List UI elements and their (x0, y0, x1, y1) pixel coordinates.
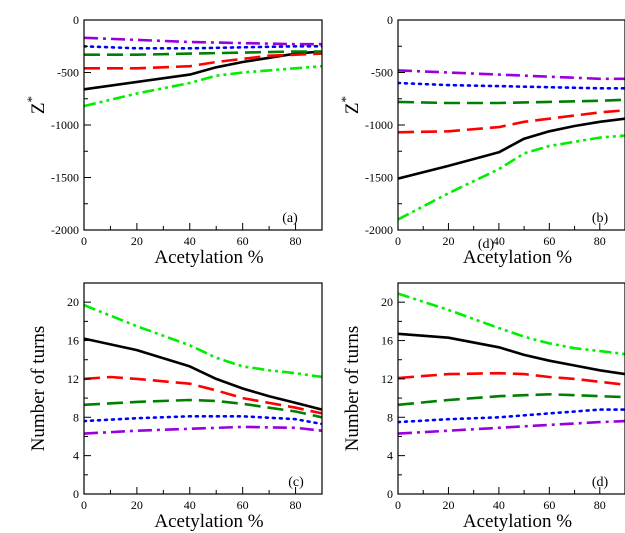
x-tick-label: 0 (81, 234, 87, 248)
series-line (84, 50, 322, 57)
y-tick-label: -1500 (365, 171, 393, 185)
series-line (398, 332, 625, 376)
series-line (84, 303, 322, 379)
x-axis-title: Acetylation % (463, 247, 572, 268)
series-line (398, 371, 625, 386)
series-line (84, 36, 322, 46)
y-axis-title: Z* (338, 96, 363, 114)
series-line (398, 134, 625, 221)
y-axis-title: Z* (24, 96, 49, 114)
x-tick-label: 20 (442, 498, 454, 512)
chart-panel: 0 20 40 60 80 0 4 8 12 16 20 Acetylation % Number of… (342, 282, 625, 532)
series-line (398, 419, 625, 435)
x-axis-title: Acetylation % (154, 511, 263, 532)
x-tick-label: 40 (493, 234, 505, 248)
series-line (84, 398, 322, 419)
series-line (398, 392, 625, 407)
y-tick-label: 20 (67, 295, 79, 309)
x-axis-title: Acetylation % (154, 247, 263, 268)
y-tick-label: 0 (73, 487, 79, 501)
chart-panel: 0 20 40 60 80 -2000 -1500 -1000 -500 0 Acetylation… (24, 13, 323, 268)
y-tick-label: 8 (73, 410, 79, 424)
x-tick-label: 20 (442, 234, 454, 248)
x-tick-label: 20 (131, 498, 143, 512)
series-line (84, 44, 322, 50)
y-tick-label: 4 (387, 449, 393, 463)
x-tick-label: 60 (237, 498, 249, 512)
x-tick-label: 0 (395, 234, 401, 248)
x-tick-label: 40 (493, 498, 505, 512)
series-line (84, 414, 322, 426)
series-line (398, 117, 625, 180)
x-tick-label: 80 (594, 234, 606, 248)
y-tick-label: -500 (57, 66, 79, 80)
x-tick-label: 80 (290, 498, 302, 512)
panel-extra-label: (d) (478, 237, 495, 252)
y-tick-label: 16 (381, 334, 393, 348)
x-axis-title: Acetylation % (463, 511, 572, 532)
y-tick-label: 0 (387, 487, 393, 501)
series-line (84, 425, 322, 435)
y-tick-label: 20 (381, 295, 393, 309)
plot-frame (397, 19, 625, 231)
x-tick-label: 0 (81, 498, 87, 512)
series-line (84, 64, 322, 108)
x-tick-label: 60 (543, 234, 555, 248)
y-tick-label: 4 (73, 449, 79, 463)
panel-tag: (d) (592, 475, 609, 490)
y-tick-label: -500 (371, 66, 393, 80)
series-group (398, 292, 625, 435)
x-tick-label: 0 (395, 498, 401, 512)
y-tick-label: -1000 (51, 118, 79, 132)
y-axis-title: Number of turns (28, 326, 49, 452)
panel-tag: (b) (592, 211, 609, 226)
x-tick-label: 60 (237, 234, 249, 248)
plot-frame (83, 282, 323, 495)
series-line (84, 52, 322, 70)
y-tick-label: -2000 (51, 223, 79, 237)
panel-tag: (a) (282, 211, 298, 226)
series-line (84, 337, 322, 411)
y-tick-label: 8 (387, 410, 393, 424)
series-group (398, 69, 625, 221)
series-line (398, 408, 625, 424)
y-tick-label: -2000 (365, 223, 393, 237)
series-group (84, 36, 322, 108)
series-line (398, 109, 625, 134)
series-group (84, 303, 322, 435)
chart-panel: 0 20 40 60 80 0 4 8 12 16 20 Acetylation % Number of… (28, 282, 323, 532)
y-tick-label: 16 (67, 334, 79, 348)
y-tick-label: -1500 (51, 171, 79, 185)
y-tick-label: 0 (387, 13, 393, 27)
plot-frame (83, 19, 323, 231)
x-tick-label: 40 (184, 234, 196, 248)
x-tick-label: 20 (131, 234, 143, 248)
y-tick-label: -1000 (365, 118, 393, 132)
y-axis-title: Number of turns (342, 326, 363, 452)
y-tick-label: 12 (67, 372, 79, 386)
x-tick-label: 60 (543, 498, 555, 512)
y-tick-label: 0 (73, 13, 79, 27)
x-tick-label: 80 (290, 234, 302, 248)
series-line (398, 292, 625, 356)
series-line (84, 375, 322, 415)
x-tick-label: 80 (594, 498, 606, 512)
chart-panel: 0 20 40 60 80 -2000 -1500 -1000 -500 0 Acetylation… (338, 13, 625, 268)
series-line (84, 50, 322, 91)
y-tick-label: 12 (381, 372, 393, 386)
x-tick-label: 40 (184, 498, 196, 512)
series-line (398, 81, 625, 90)
panel-tag: (c) (288, 475, 304, 490)
series-line (398, 69, 625, 81)
series-line (398, 98, 625, 105)
plot-frame (397, 282, 625, 495)
